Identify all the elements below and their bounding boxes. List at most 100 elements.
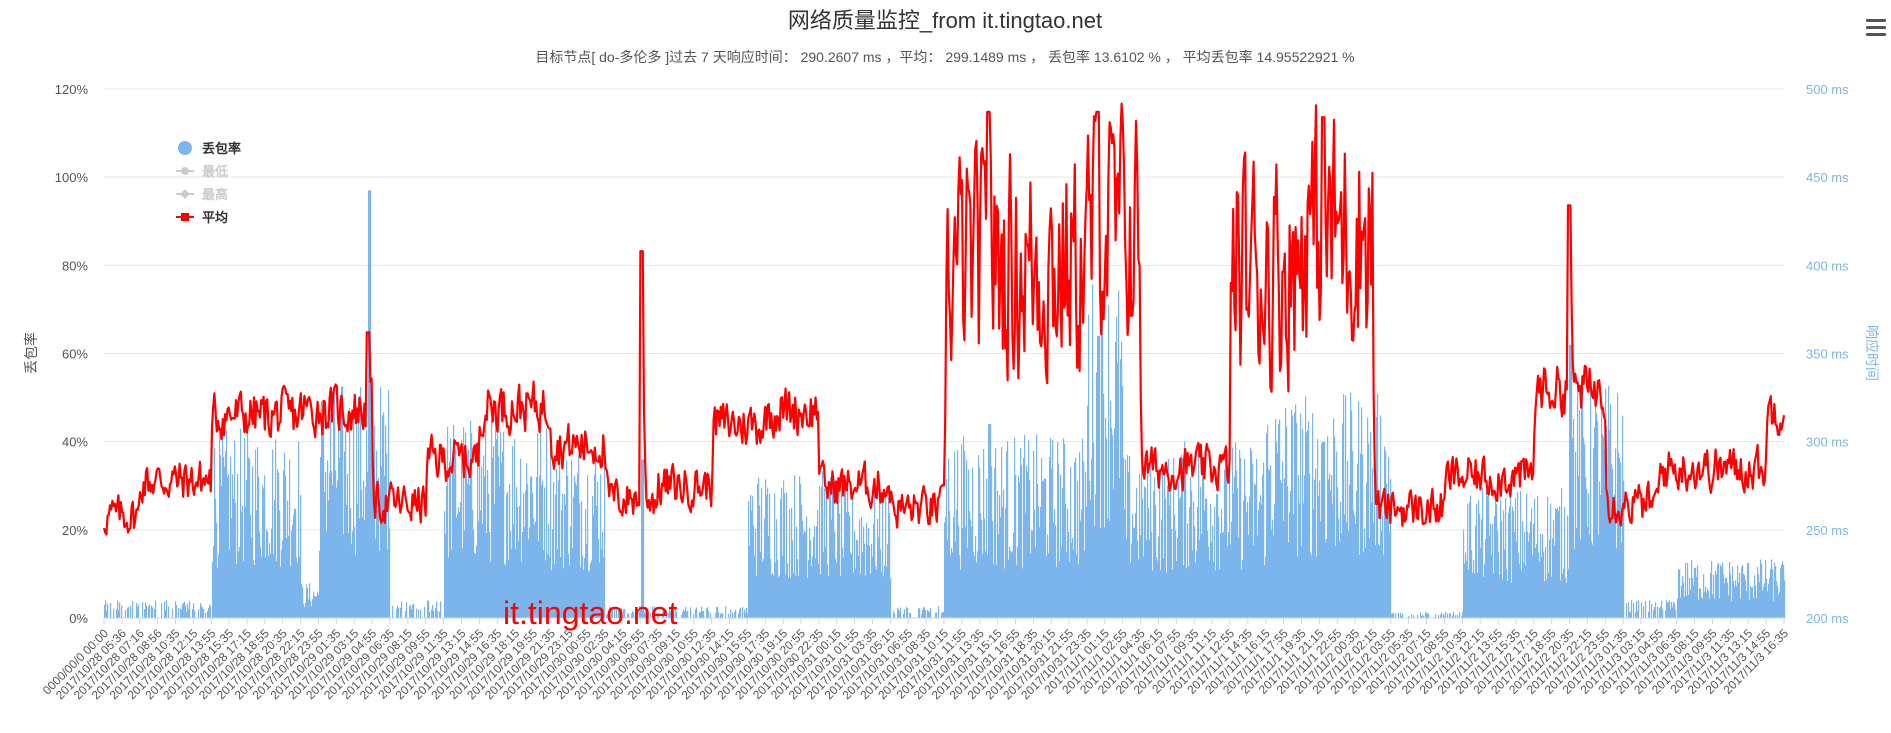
loss-bar bbox=[1158, 536, 1160, 618]
loss-bar bbox=[1200, 486, 1202, 618]
loss-bar bbox=[1411, 614, 1413, 618]
loss-bar bbox=[451, 549, 453, 618]
loss-bar bbox=[322, 422, 324, 618]
loss-bar bbox=[357, 503, 359, 618]
loss-bar bbox=[505, 565, 507, 618]
loss-bar bbox=[1101, 295, 1103, 618]
loss-bar bbox=[273, 553, 275, 618]
loss-bar bbox=[1275, 419, 1277, 618]
loss-bar bbox=[1612, 468, 1614, 618]
loss-bar bbox=[1080, 520, 1082, 618]
loss-bar bbox=[1277, 452, 1279, 618]
loss-bar bbox=[979, 467, 981, 618]
loss-bar bbox=[1128, 472, 1130, 618]
loss-bar bbox=[323, 402, 325, 618]
loss-bar bbox=[1733, 581, 1735, 618]
loss-bar bbox=[250, 515, 252, 618]
loss-bar bbox=[1683, 582, 1685, 618]
loss-bar bbox=[867, 544, 869, 618]
loss-bar bbox=[961, 444, 963, 618]
loss-bar bbox=[254, 564, 256, 618]
loss-bar bbox=[586, 543, 588, 618]
loss-bar bbox=[1281, 483, 1283, 618]
loss-bar bbox=[590, 563, 592, 618]
loss-bar bbox=[521, 561, 523, 618]
loss-bar bbox=[1206, 498, 1208, 618]
loss-bar bbox=[627, 613, 629, 618]
loss-bar bbox=[1066, 552, 1068, 618]
loss-bar bbox=[755, 529, 757, 618]
loss-bar bbox=[1389, 532, 1391, 618]
legend-item[interactable]: 最低 bbox=[176, 164, 228, 179]
loss-bar bbox=[118, 610, 120, 618]
loss-bar bbox=[1194, 526, 1196, 618]
loss-bar bbox=[1141, 454, 1143, 618]
menu-icon[interactable] bbox=[1866, 19, 1886, 36]
loss-bar bbox=[1590, 383, 1592, 618]
loss-bar bbox=[1599, 481, 1601, 618]
loss-bar bbox=[1230, 544, 1232, 618]
loss-bar bbox=[786, 492, 788, 618]
legend-item[interactable]: 平均 bbox=[176, 210, 228, 225]
loss-bar bbox=[773, 575, 775, 618]
loss-bar bbox=[542, 480, 544, 618]
watermark: it.tingtao.net bbox=[503, 595, 677, 631]
legend-item[interactable]: 最高 bbox=[176, 187, 228, 202]
loss-bar bbox=[297, 562, 299, 618]
loss-bar bbox=[1778, 594, 1780, 618]
loss-bar bbox=[1040, 506, 1042, 618]
loss-bar bbox=[452, 469, 454, 618]
loss-bar bbox=[594, 474, 596, 618]
loss-bar bbox=[1034, 509, 1036, 618]
loss-bar bbox=[457, 514, 459, 618]
loss-bar bbox=[236, 564, 238, 618]
loss-bar bbox=[1296, 422, 1298, 618]
loss-bar bbox=[486, 533, 488, 618]
loss-bar bbox=[1443, 613, 1445, 618]
loss-bar bbox=[338, 411, 340, 618]
y-tick-right: 500 ms bbox=[1806, 82, 1849, 97]
loss-bar bbox=[1519, 564, 1521, 618]
loss-bar bbox=[768, 535, 770, 618]
loss-bar bbox=[1746, 591, 1748, 618]
loss-bar bbox=[1464, 563, 1466, 618]
loss-bar bbox=[1616, 548, 1618, 618]
loss-bar bbox=[337, 480, 339, 618]
loss-bar bbox=[1361, 407, 1363, 618]
loss-bar bbox=[506, 494, 508, 618]
loss-bar bbox=[631, 613, 633, 618]
average-line bbox=[102, 102, 1786, 536]
loss-bar bbox=[1651, 603, 1653, 618]
loss-bar bbox=[1273, 535, 1275, 618]
loss-bar bbox=[960, 569, 962, 618]
loss-bar bbox=[1231, 521, 1233, 618]
loss-bar bbox=[168, 606, 170, 618]
loss-bar bbox=[1193, 501, 1195, 618]
loss-bar bbox=[1004, 568, 1006, 618]
loss-bar bbox=[257, 447, 259, 618]
loss-bar bbox=[1108, 305, 1110, 618]
loss-bar bbox=[243, 560, 245, 618]
loss-bar bbox=[224, 466, 226, 618]
loss-bar bbox=[138, 604, 140, 618]
loss-bar bbox=[778, 576, 780, 618]
loss-bar bbox=[801, 504, 803, 618]
loss-bar bbox=[349, 407, 351, 618]
loss-bar bbox=[948, 458, 950, 618]
loss-bar bbox=[760, 551, 762, 618]
loss-bar bbox=[291, 530, 293, 618]
loss-bar bbox=[525, 490, 527, 618]
loss-bar bbox=[1706, 592, 1708, 618]
loss-bar bbox=[832, 480, 834, 618]
loss-bar bbox=[1588, 493, 1590, 618]
loss-bar bbox=[485, 424, 487, 618]
loss-bar bbox=[456, 517, 458, 618]
loss-bar bbox=[448, 557, 450, 618]
loss-bar bbox=[541, 485, 543, 618]
legend-item[interactable]: 丢包率 bbox=[178, 141, 241, 156]
loss-bar bbox=[1266, 433, 1268, 618]
loss-bar bbox=[1773, 600, 1775, 618]
loss-bar bbox=[255, 449, 257, 618]
loss-bar bbox=[1657, 606, 1659, 618]
loss-bar bbox=[1298, 475, 1300, 618]
